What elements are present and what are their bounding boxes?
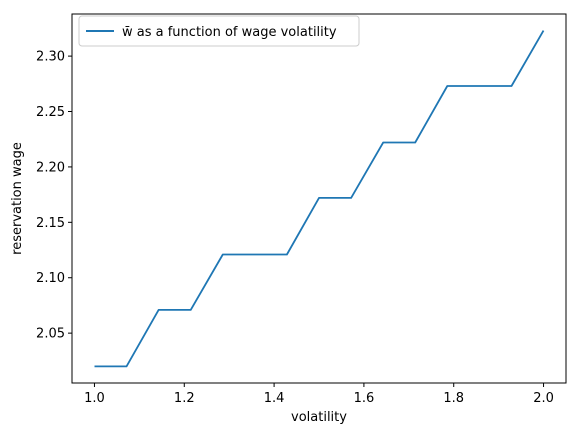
- y-tick-label: 2.25: [36, 105, 65, 120]
- y-axis: 2.05 2.10 2.15 2.20 2.25 2.30: [36, 50, 72, 342]
- y-tick-label: 2.30: [36, 50, 65, 65]
- x-tick-label: 1.6: [354, 391, 375, 406]
- y-tick-label: 2.05: [36, 327, 65, 342]
- y-tick-label: 2.10: [36, 271, 65, 286]
- x-tick-label: 1.8: [443, 391, 464, 406]
- y-axis-label: reservation wage: [10, 142, 25, 255]
- x-tick-label: 1.4: [264, 391, 285, 406]
- x-tick-label: 1.0: [84, 391, 105, 406]
- x-tick-label: 2.0: [533, 391, 554, 406]
- legend-box: [78, 15, 360, 47]
- y-tick-label: 2.20: [36, 160, 65, 175]
- legend-label: w̄ as a function of wage volatility: [122, 25, 337, 40]
- x-tick-label: 1.2: [174, 391, 195, 406]
- x-axis: 1.0 1.2 1.4 1.6 1.8 2.0: [84, 383, 554, 406]
- legend: w̄ as a function of wage volatility: [78, 15, 360, 47]
- plot-frame: [71, 13, 567, 384]
- x-axis-label: volatility: [291, 410, 347, 425]
- plot-content: [94, 30, 545, 368]
- y-tick-label: 2.15: [36, 216, 65, 231]
- series-line: [94, 30, 545, 368]
